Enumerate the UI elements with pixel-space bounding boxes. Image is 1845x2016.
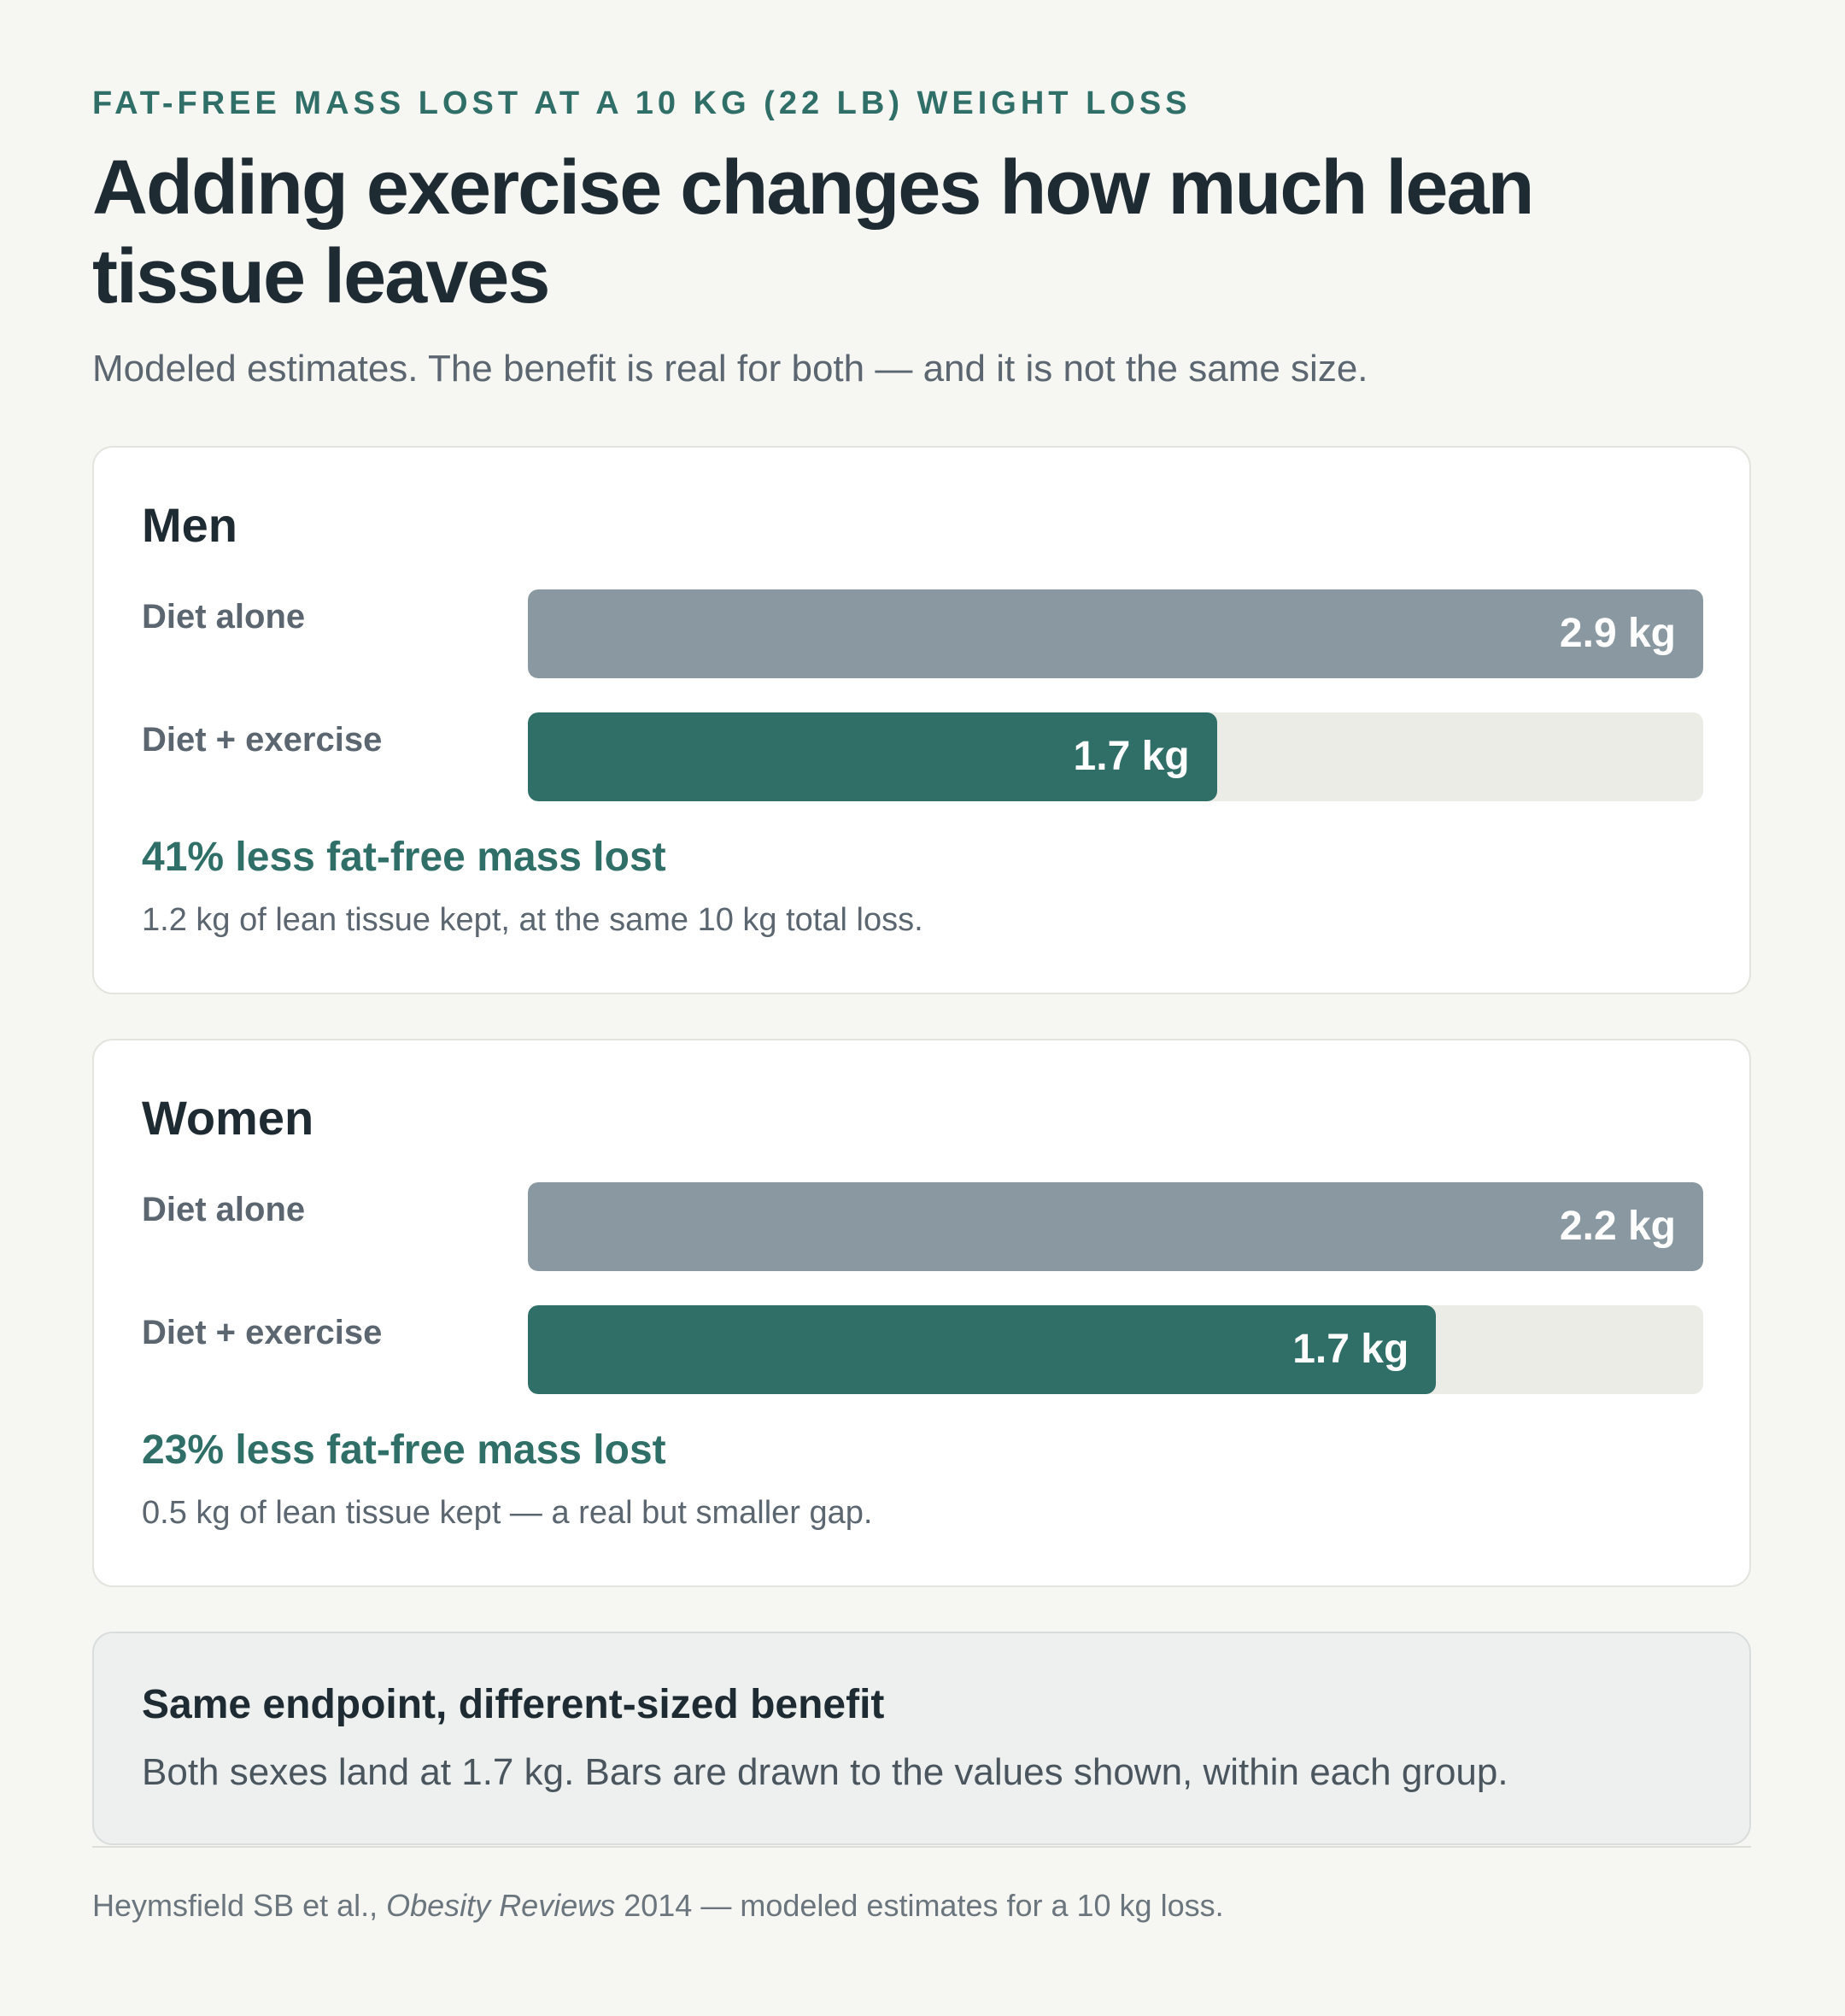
source-authors: Heymsfield SB et al.,	[92, 1888, 387, 1923]
callout-box: Same endpoint, different-sized benefit B…	[92, 1632, 1751, 1845]
row-label-women-exercise: Diet + exercise	[142, 1314, 383, 1351]
row-label-women-diet: Diet alone	[142, 1191, 306, 1228]
row-label-men-diet: Diet alone	[142, 598, 306, 636]
bar-men-exercise: 1.7 kg	[528, 712, 1217, 801]
source-note: Heymsfield SB et al., Obesity Reviews 20…	[92, 1888, 1224, 1924]
men-card: Men Diet alone 2.9 kg Diet + exercise 1.…	[92, 446, 1751, 994]
bar-track-women-exercise: 1.7 kg	[528, 1305, 1703, 1394]
group-title-women: Women	[142, 1091, 314, 1145]
bar-track-women-diet: 2.2 kg	[528, 1182, 1703, 1271]
group-title-men: Men	[142, 498, 237, 552]
callout-title: Same endpoint, different-sized benefit	[142, 1682, 885, 1727]
bar-women-exercise: 1.7 kg	[528, 1305, 1437, 1394]
bar-track-men-diet: 2.9 kg	[528, 589, 1703, 678]
bar-men-diet: 2.9 kg	[528, 589, 1703, 678]
divider	[92, 1846, 1751, 1848]
page-subtitle: Modeled estimates. The benefit is real f…	[92, 348, 1368, 390]
eyebrow: FAT-FREE MASS LOST AT A 10 KG (22 LB) WE…	[92, 85, 1192, 121]
headline-women: 23% less fat-free mass lost	[142, 1427, 666, 1473]
bar-value-women-exercise: 1.7 kg	[1292, 1327, 1409, 1372]
page-title: Adding exercise changes how much lean ti…	[92, 145, 1535, 319]
bar-value-men-exercise: 1.7 kg	[1073, 734, 1190, 779]
source-journal: Obesity Reviews	[386, 1888, 616, 1923]
bar-track-men-exercise: 1.7 kg	[528, 712, 1703, 801]
bar-women-diet: 2.2 kg	[528, 1182, 1703, 1271]
headline-men: 41% less fat-free mass lost	[142, 835, 666, 880]
source-rest: 2014 — modeled estimates for a 10 kg los…	[615, 1888, 1224, 1923]
women-card: Women Diet alone 2.2 kg Diet + exercise …	[92, 1039, 1751, 1587]
detail-men: 1.2 kg of lean tissue kept, at the same …	[142, 902, 923, 938]
bar-value-women-diet: 2.2 kg	[1559, 1204, 1676, 1249]
bar-value-men-diet: 2.9 kg	[1559, 611, 1676, 656]
callout-body: Both sexes land at 1.7 kg. Bars are draw…	[142, 1751, 1508, 1793]
row-label-men-exercise: Diet + exercise	[142, 721, 383, 759]
detail-women: 0.5 kg of lean tissue kept — a real but …	[142, 1495, 873, 1531]
